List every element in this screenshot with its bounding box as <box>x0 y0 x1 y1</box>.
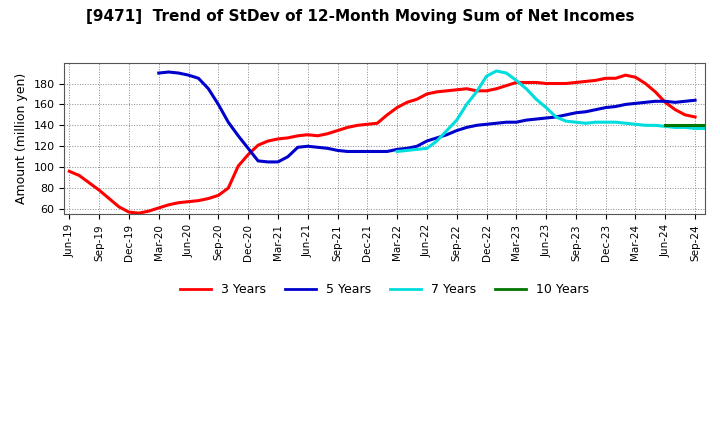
7 Years <box>621 121 630 126</box>
7 Years <box>522 86 531 92</box>
7 Years <box>402 148 411 153</box>
3 Years <box>154 205 163 211</box>
3 Years <box>383 112 392 117</box>
7 Years <box>452 117 461 123</box>
7 Years <box>502 70 510 76</box>
7 Years <box>562 118 570 124</box>
7 Years <box>681 125 690 130</box>
10 Years <box>690 123 699 128</box>
5 Years <box>154 70 163 76</box>
5 Years <box>303 143 312 149</box>
7 Years <box>701 126 709 131</box>
7 Years <box>582 121 590 126</box>
3 Years <box>135 210 143 216</box>
Legend: 3 Years, 5 Years, 7 Years, 10 Years: 3 Years, 5 Years, 7 Years, 10 Years <box>175 278 595 301</box>
3 Years <box>472 88 481 93</box>
10 Years <box>701 123 709 128</box>
3 Years <box>690 114 699 120</box>
5 Years <box>274 159 282 165</box>
5 Years <box>681 99 690 104</box>
7 Years <box>661 124 670 129</box>
3 Years <box>65 169 73 174</box>
7 Years <box>690 126 699 131</box>
7 Years <box>671 125 680 130</box>
Line: 5 Years: 5 Years <box>158 72 695 162</box>
Y-axis label: Amount (million yen): Amount (million yen) <box>15 73 28 204</box>
3 Years <box>423 92 431 97</box>
7 Years <box>611 120 620 125</box>
7 Years <box>651 123 660 128</box>
5 Years <box>373 149 382 154</box>
7 Years <box>591 120 600 125</box>
5 Years <box>690 98 699 103</box>
7 Years <box>552 114 560 120</box>
7 Years <box>641 123 649 128</box>
7 Years <box>482 73 491 79</box>
7 Years <box>413 147 421 152</box>
7 Years <box>512 78 521 83</box>
3 Years <box>482 88 491 93</box>
7 Years <box>572 120 580 125</box>
3 Years <box>621 73 630 78</box>
7 Years <box>492 68 500 73</box>
7 Years <box>472 89 481 95</box>
7 Years <box>631 121 640 127</box>
Line: 3 Years: 3 Years <box>69 75 695 213</box>
10 Years <box>661 123 670 128</box>
Text: [9471]  Trend of StDev of 12-Month Moving Sum of Net Incomes: [9471] Trend of StDev of 12-Month Moving… <box>86 9 634 24</box>
7 Years <box>443 128 451 133</box>
7 Years <box>393 149 402 154</box>
7 Years <box>711 126 719 131</box>
3 Years <box>333 128 342 133</box>
5 Years <box>224 120 233 125</box>
7 Years <box>601 120 610 125</box>
Line: 7 Years: 7 Years <box>397 71 720 151</box>
7 Years <box>462 102 471 107</box>
7 Years <box>423 146 431 151</box>
5 Years <box>164 70 173 75</box>
10 Years <box>681 123 690 128</box>
5 Years <box>264 159 272 165</box>
7 Years <box>541 105 550 110</box>
10 Years <box>671 123 680 128</box>
5 Years <box>651 99 660 104</box>
7 Years <box>433 138 441 143</box>
7 Years <box>532 96 541 102</box>
